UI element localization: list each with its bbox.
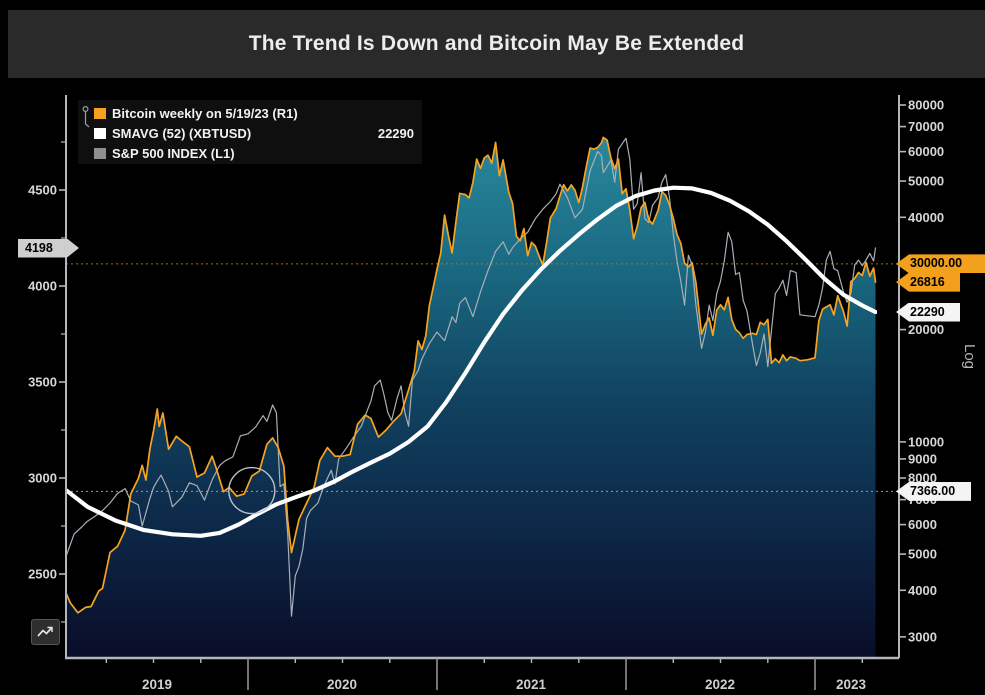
right-axis-tick-label: 6000	[908, 517, 937, 532]
x-axis-year-label: 2021	[516, 677, 547, 692]
log-scale-label: Log	[961, 344, 978, 370]
left-axis-tick-label: 4000	[28, 279, 57, 294]
bitcoin-area-fill	[66, 137, 876, 658]
chart-title-bar: The Trend Is Down and Bitcoin May Be Ext…	[8, 10, 985, 78]
sp500-line	[66, 137, 877, 617]
sp500-last-badge: 4198	[18, 239, 79, 258]
legend-label-sp500: S&P 500 INDEX (L1)	[112, 145, 235, 161]
legend-item-sp500[interactable]: S&P 500 INDEX (L1)	[94, 143, 418, 163]
right-axis-tick-label: 80000	[908, 98, 944, 113]
legend-value-smavg: 22290	[377, 125, 414, 141]
x-axis-year-label: 2019	[142, 677, 172, 692]
btc-30000-badge: 30000.00	[896, 254, 985, 274]
chart-tool-button[interactable]	[31, 619, 60, 645]
smavg-line	[66, 185, 877, 538]
bitcoin-line	[66, 136, 877, 614]
right-axis-tick-label: 3000	[908, 629, 937, 644]
chart-legend: Bitcoin weekly on 5/19/23 (R1) SMAVG (52)…	[78, 100, 422, 164]
right-axis-tick-label: 50000	[908, 174, 944, 189]
highlight-circle-annotation	[228, 466, 276, 515]
legend-label-bitcoin: Bitcoin weekly on 5/19/23 (R1)	[112, 105, 298, 121]
x-axis-year-label: 2022	[705, 677, 735, 692]
line-chart-icon	[37, 626, 53, 637]
right-axis-tick-label: 70000	[908, 119, 944, 134]
left-axis-tick-label: 3000	[28, 471, 57, 486]
right-axis-tick-label: 9000	[908, 451, 937, 466]
legend-pin-icon	[82, 105, 90, 128]
left-axis-tick-label: 4500	[28, 183, 57, 198]
legend-label-smavg: SMAVG (52) (XBTUSD)	[112, 125, 252, 141]
right-axis-tick-label: 20000	[908, 322, 944, 337]
chart-title: The Trend Is Down and Bitcoin May Be Ext…	[248, 32, 745, 55]
legend-item-bitcoin[interactable]: Bitcoin weekly on 5/19/23 (R1)	[94, 103, 418, 123]
legend-swatch-bitcoin	[94, 107, 106, 119]
legend-swatch-sp500	[94, 147, 106, 159]
btc-7366-badge: 7366.00	[896, 481, 971, 501]
right-axis-tick-label: 10000	[908, 434, 944, 449]
x-axis-year-label: 2020	[327, 677, 357, 692]
legend-item-smavg[interactable]: SMAVG (52) (XBTUSD) 22290	[94, 123, 418, 143]
right-axis-tick-label: 5000	[908, 547, 937, 562]
btc-last-badge: 26816	[896, 272, 960, 292]
legend-swatch-smavg	[94, 127, 106, 139]
x-axis-year-label: 2023	[836, 677, 867, 692]
smavg-last-badge: 22290	[896, 302, 960, 322]
left-axis-tick-label: 3500	[28, 375, 57, 390]
right-axis-tick-label: 4000	[908, 583, 937, 598]
left-axis-tick-label: 2500	[28, 567, 57, 582]
right-axis-tick-label: 8000	[908, 471, 937, 486]
right-axis-tick-label: 60000	[908, 144, 944, 159]
right-axis-tick-label: 40000	[908, 210, 944, 225]
